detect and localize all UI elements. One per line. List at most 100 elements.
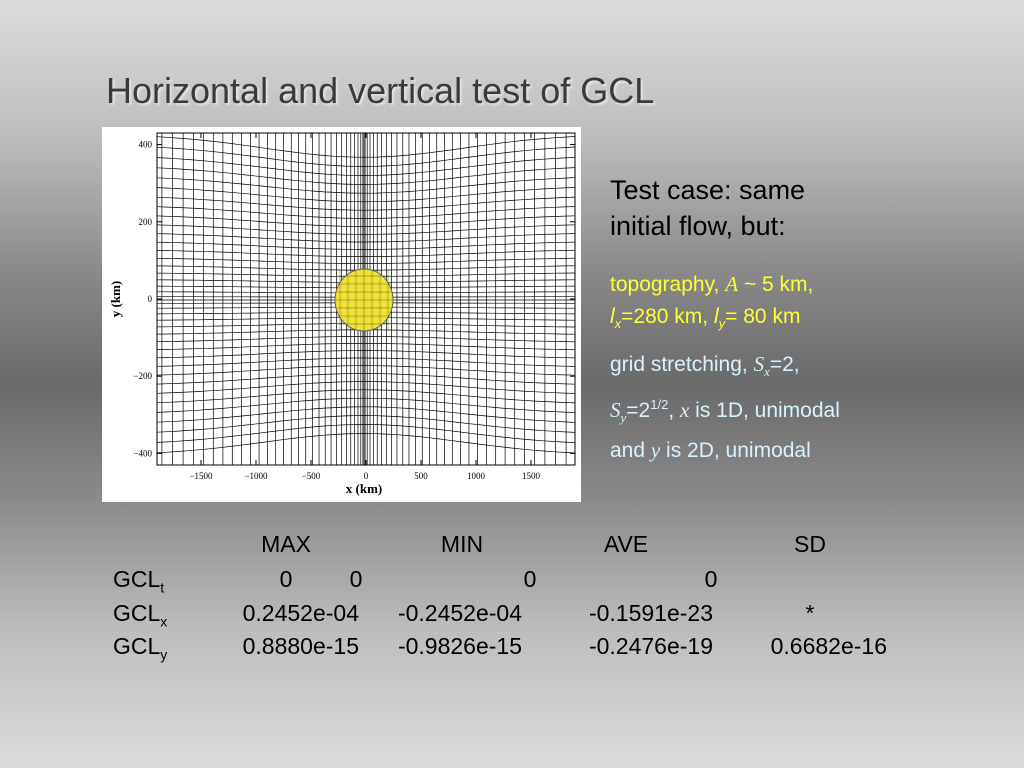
y-tick-label: 200 [139,217,153,227]
cell-ave: -0.1591e-23 [588,600,713,626]
grid-part: and [610,439,651,463]
grid-line1: grid stretching, Sx=2, [610,348,1010,388]
grid-line-horizontal [156,187,576,203]
x-tick-label: −500 [302,471,321,481]
grid-line3: and y is 2D, unimodal [610,434,1010,467]
cell-ave: 0 [523,566,537,592]
grid-line-horizontal [156,215,576,227]
grid-part: , [668,399,680,423]
y-axis-label: y (km) [108,281,123,317]
grid-line-horizontal [156,241,576,250]
slide-title: Horizontal and vertical test of GCL [106,70,655,111]
grid-part: grid stretching, [610,353,754,376]
grid-line-horizontal [156,350,576,359]
topo-sub-x: x [614,316,622,332]
topography-line2: lx=280 km, ly= 80 km [610,301,1010,340]
x-tick-label: −1000 [244,471,268,481]
grid-symbol-sy: S [610,398,621,423]
grid-line-horizontal [156,177,576,194]
topo-symbol-a: A [725,272,739,296]
grid-symbol-x: x [679,398,690,423]
grid-line-horizontal [156,206,576,219]
grid-line-horizontal [156,157,576,176]
grid-symbol-y: y [650,438,661,463]
grid-line-horizontal [156,424,576,443]
cell-min: -0.2452e-04 [397,600,522,626]
topo-symbol-lx: l [610,305,615,328]
row-label-sub: y [160,646,168,663]
test-case-line2: initial flow, but: [610,211,786,241]
topography-text: topography, A ~ 5 km, lx=280 km, ly= 80 … [610,268,1010,340]
grid-line-horizontal [156,233,576,243]
grid-line-horizontal [156,167,576,185]
grid-part: is 1D, unimodal [689,399,840,423]
cell-max: 0 [279,566,293,592]
row-label-text: GCL [113,600,161,626]
topo-part: topography, [610,273,726,296]
grid-line-horizontal [156,397,576,413]
topo-part: = 80 km [725,305,801,328]
row-label-sub: x [160,613,168,630]
grid-line2: Sy=21/2, x is 1D, unimodal [610,388,1010,434]
x-tick-label: −1500 [189,471,213,481]
header-max: MAX [261,531,311,557]
grid-line-horizontal [156,196,576,211]
grid-line-horizontal [156,415,576,433]
grid-line-horizontal [156,389,576,404]
y-tick-label: −200 [133,371,152,381]
header-min: MIN [440,531,484,557]
grid-part: =2 [626,399,651,423]
row-label-gclt: GCLt [113,566,164,596]
grid-line-horizontal [156,146,576,167]
cell-min: 0 [349,566,363,592]
y-tick-label: 0 [148,294,153,304]
x-tick-label: 1500 [522,471,541,481]
grid-line-horizontal [156,257,576,264]
topo-part: ~ 5 km, [738,273,814,296]
test-case-line1: Test case: same [610,175,806,205]
row-label-text: GCL [113,566,161,592]
grid-line-horizontal [156,357,576,367]
topography-line1: topography, A ~ 5 km, [610,268,1010,301]
grid-symbol-sx: S [753,352,765,376]
grid-plot: −1500 −1000 −500 0 500 1000 1500 400 200 0 −200 −4… [108,132,576,496]
cell-min: -0.9826e-15 [397,633,522,659]
x-axis-label: x (km) [346,481,382,496]
cell-sd: * [805,600,815,626]
x-tick-label: 1000 [467,471,486,481]
grid-line-horizontal [156,406,576,423]
test-case-text: Test case: same initial flow, but: [610,172,1010,244]
grid-line-horizontal [156,433,576,454]
cell-sd: 0 [704,566,718,592]
topo-symbol-ly: l [713,305,719,328]
x-tick-label: 500 [414,471,428,481]
y-tick-label: −400 [133,448,152,458]
grid-line-horizontal [156,336,576,343]
grid-figure: −1500 −1000 −500 0 500 1000 1500 400 200 0 −200 −4… [102,127,581,502]
grid-part: =2, [769,353,800,376]
grid-sub-x: x [764,364,770,380]
row-label-sub: t [160,579,165,596]
grid-line-horizontal [156,224,576,235]
grid-part: is 2D, unimodal [660,439,811,463]
cell-max: 0.8880e-15 [242,633,359,659]
grid-line-horizontal [156,373,576,385]
grid-line-horizontal [156,343,576,351]
grid-line-horizontal [156,381,576,394]
grid-line-horizontal [156,136,576,158]
x-tick-label: 0 [364,471,369,481]
topo-part: =280 km, [621,305,714,328]
grid-sup: 1/2 [650,397,669,413]
y-tick-label: 400 [139,140,153,150]
row-label-text: GCL [113,633,161,659]
grid-sub-y: y [620,410,627,426]
header-ave: AVE [603,531,649,557]
row-label-gcly: GCLy [113,633,167,663]
cell-max: 0.2452e-04 [242,600,359,626]
cell-ave: -0.2476e-19 [588,633,713,659]
grid-line-horizontal [156,249,576,257]
grid-stretching-text: grid stretching, Sx=2, Sy=21/2, x is 1D,… [610,348,1010,467]
row-label-gclx: GCLx [113,600,167,630]
grid-line-horizontal [156,365,576,376]
header-sd: SD [794,531,826,557]
